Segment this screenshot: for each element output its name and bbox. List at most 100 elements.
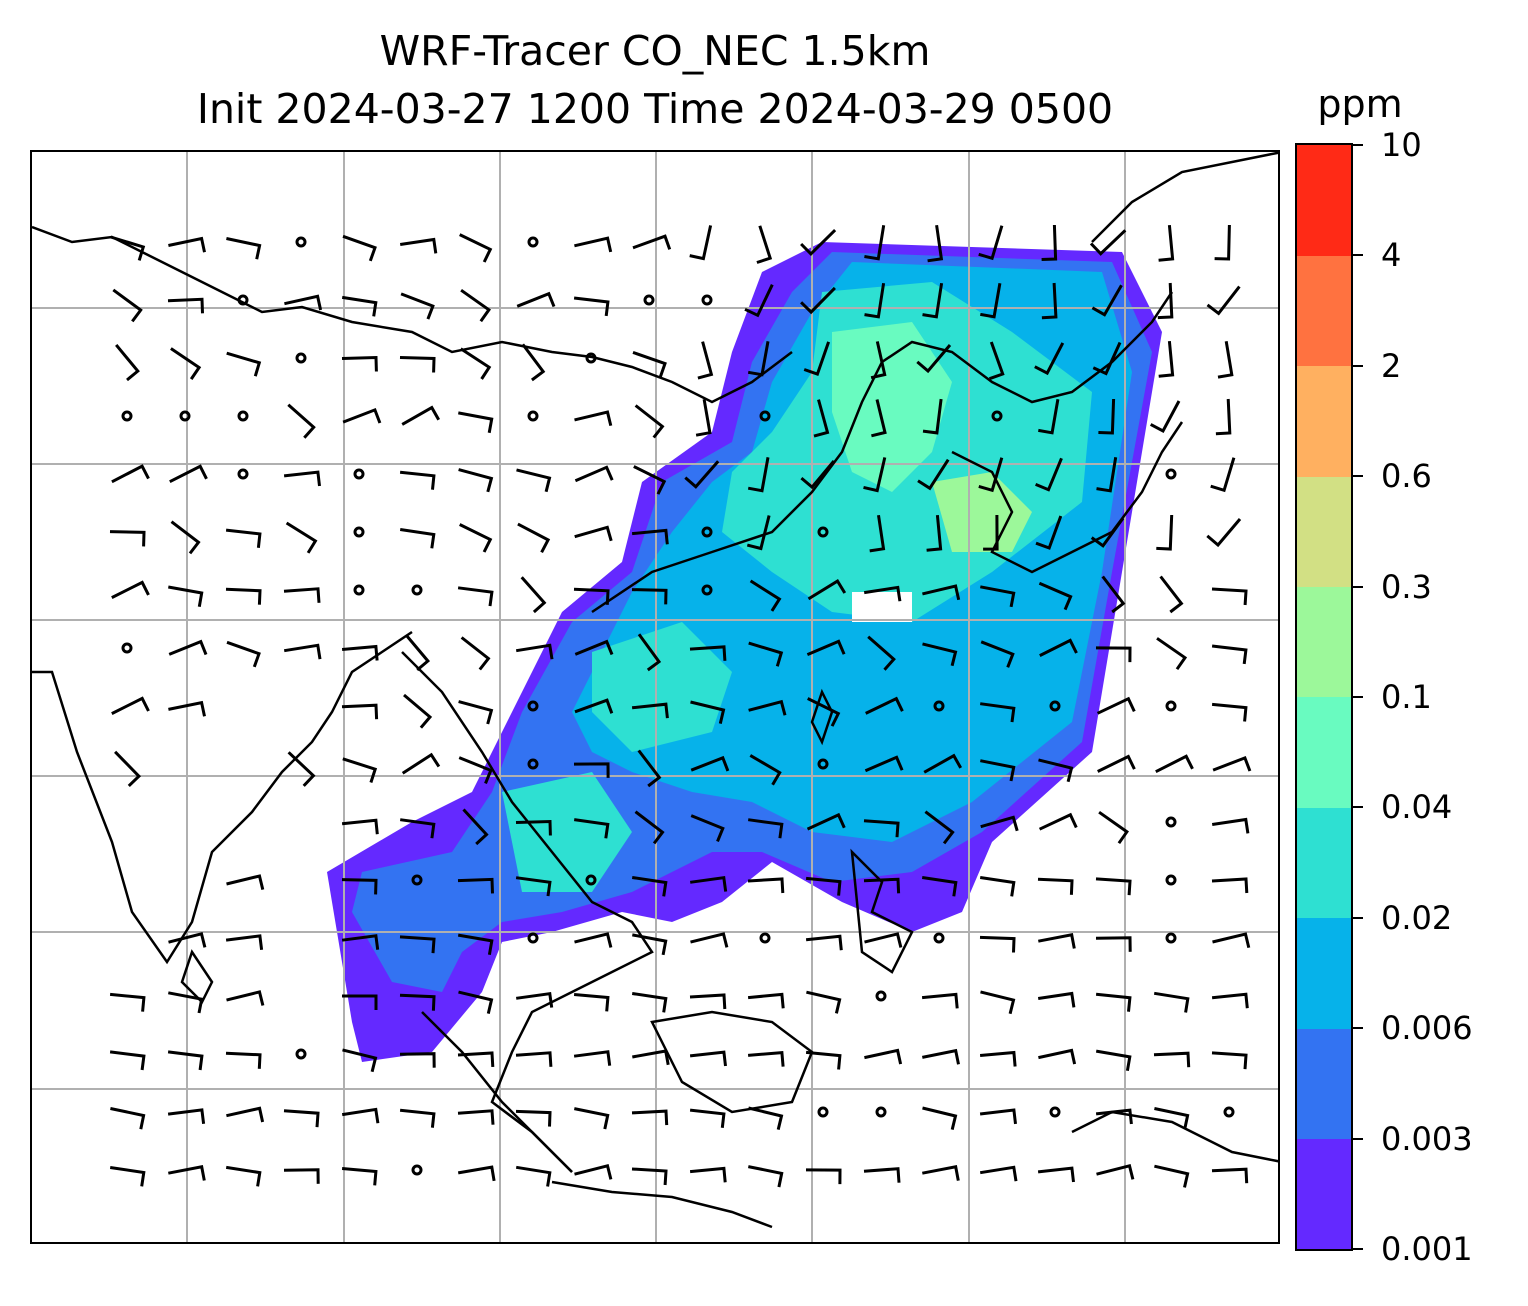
wind-barb (689, 1108, 726, 1128)
colorbar-segment (1297, 917, 1351, 1029)
wind-barb (457, 1165, 496, 1182)
wind-barb (634, 810, 665, 845)
colorbar-tick-mark (1353, 1027, 1363, 1030)
map-canvas (32, 152, 1278, 1242)
wind-barb (922, 584, 961, 601)
wind-barb (689, 1050, 727, 1067)
wind-barb (807, 697, 841, 727)
wind-barb (574, 465, 614, 483)
field-gap (852, 592, 912, 622)
coastline-taiwan (810, 688, 834, 746)
calm-wind-marker (759, 410, 771, 422)
wind-barb (744, 284, 774, 318)
wind-barb (515, 876, 552, 897)
wind-barbs (109, 224, 1252, 1188)
wind-barb (923, 753, 963, 774)
wind-barb (109, 530, 146, 547)
wind-barb (462, 808, 489, 846)
calm-wind-marker (817, 526, 829, 538)
coastline-java (551, 1180, 773, 1229)
wind-barb (813, 399, 830, 438)
wind-barb (747, 457, 770, 493)
wind-barb (1159, 575, 1184, 614)
wind-barb (225, 934, 264, 950)
wind-barb (1095, 646, 1132, 663)
calm-wind-marker (411, 1164, 423, 1176)
wind-barb (1096, 456, 1118, 493)
colorbar-segment (1297, 1028, 1351, 1140)
calm-wind-marker (527, 758, 539, 770)
wind-barb (979, 1050, 1017, 1067)
calm-wind-marker (237, 468, 249, 480)
wind-barb (1041, 282, 1058, 320)
wind-barb (516, 291, 556, 308)
wind-barb (110, 235, 146, 261)
wind-barb (1037, 991, 1076, 1008)
wind-barb (458, 700, 494, 725)
wind-barb (756, 225, 773, 264)
calm-wind-marker (237, 294, 249, 306)
calm-wind-marker (527, 236, 539, 248)
wind-barb (747, 818, 784, 839)
wind-barb (167, 1050, 204, 1071)
coastline-borneo (650, 1010, 814, 1114)
calm-wind-marker (1049, 700, 1061, 712)
wind-barb (111, 580, 150, 599)
wind-barb (922, 1165, 960, 1181)
wind-barb (863, 819, 900, 838)
wind-barb (924, 810, 955, 845)
wind-barb (1089, 229, 1127, 256)
wind-barb (748, 1165, 784, 1188)
colorbar-tick-label: 0.006 (1381, 1009, 1473, 1048)
field-region-secondary (592, 622, 732, 752)
wind-barb (341, 644, 379, 661)
wind-barb (631, 1167, 668, 1186)
colorbar-tick-label: 0.1 (1381, 678, 1432, 716)
wind-barb (283, 470, 321, 487)
coastline-korea-japan (951, 421, 1184, 574)
wind-barb (168, 585, 204, 608)
wind-barb (574, 1163, 613, 1180)
wind-barb (689, 225, 713, 261)
colorbar-segment (1297, 1138, 1351, 1250)
wind-barb (1211, 1051, 1248, 1070)
wind-barb (1095, 992, 1132, 1012)
wind-barb (805, 934, 843, 951)
wind-barb (399, 356, 436, 373)
wind-barb (574, 639, 614, 656)
wind-barb (747, 1050, 785, 1067)
wind-barb (748, 641, 784, 667)
wind-barb (515, 1109, 552, 1127)
wind-barb (399, 528, 436, 549)
colorbar-segment (1297, 697, 1351, 808)
wind-barb (1041, 224, 1058, 261)
wind-barb (863, 877, 901, 894)
wind-barb (1096, 696, 1136, 715)
wind-barb (457, 877, 494, 894)
wind-barb (168, 991, 204, 1014)
calm-wind-marker (701, 584, 713, 596)
wind-barb (1156, 637, 1188, 671)
wind-barb (1158, 224, 1175, 262)
colorbar-segment (1297, 255, 1351, 367)
wind-barb (283, 1109, 320, 1128)
wind-barb (1154, 1107, 1190, 1130)
wind-barb (865, 696, 904, 715)
calm-wind-marker (295, 352, 307, 364)
wind-barb (1211, 817, 1250, 834)
wind-barb (1217, 340, 1234, 379)
wind-barb (806, 990, 842, 1014)
wind-barb (980, 990, 1016, 1015)
wind-barb (574, 932, 613, 948)
wind-barb (1038, 758, 1074, 783)
wind-barb (917, 458, 950, 491)
wind-barb (112, 288, 143, 323)
wind-barb (980, 585, 1016, 608)
wind-barb (1214, 224, 1231, 261)
coastlines (32, 152, 1278, 1229)
wind-barb (684, 460, 720, 489)
wind-barb (1095, 877, 1132, 896)
calm-wind-marker (527, 932, 539, 944)
wind-barb (225, 1051, 262, 1069)
wind-barb (399, 470, 436, 490)
